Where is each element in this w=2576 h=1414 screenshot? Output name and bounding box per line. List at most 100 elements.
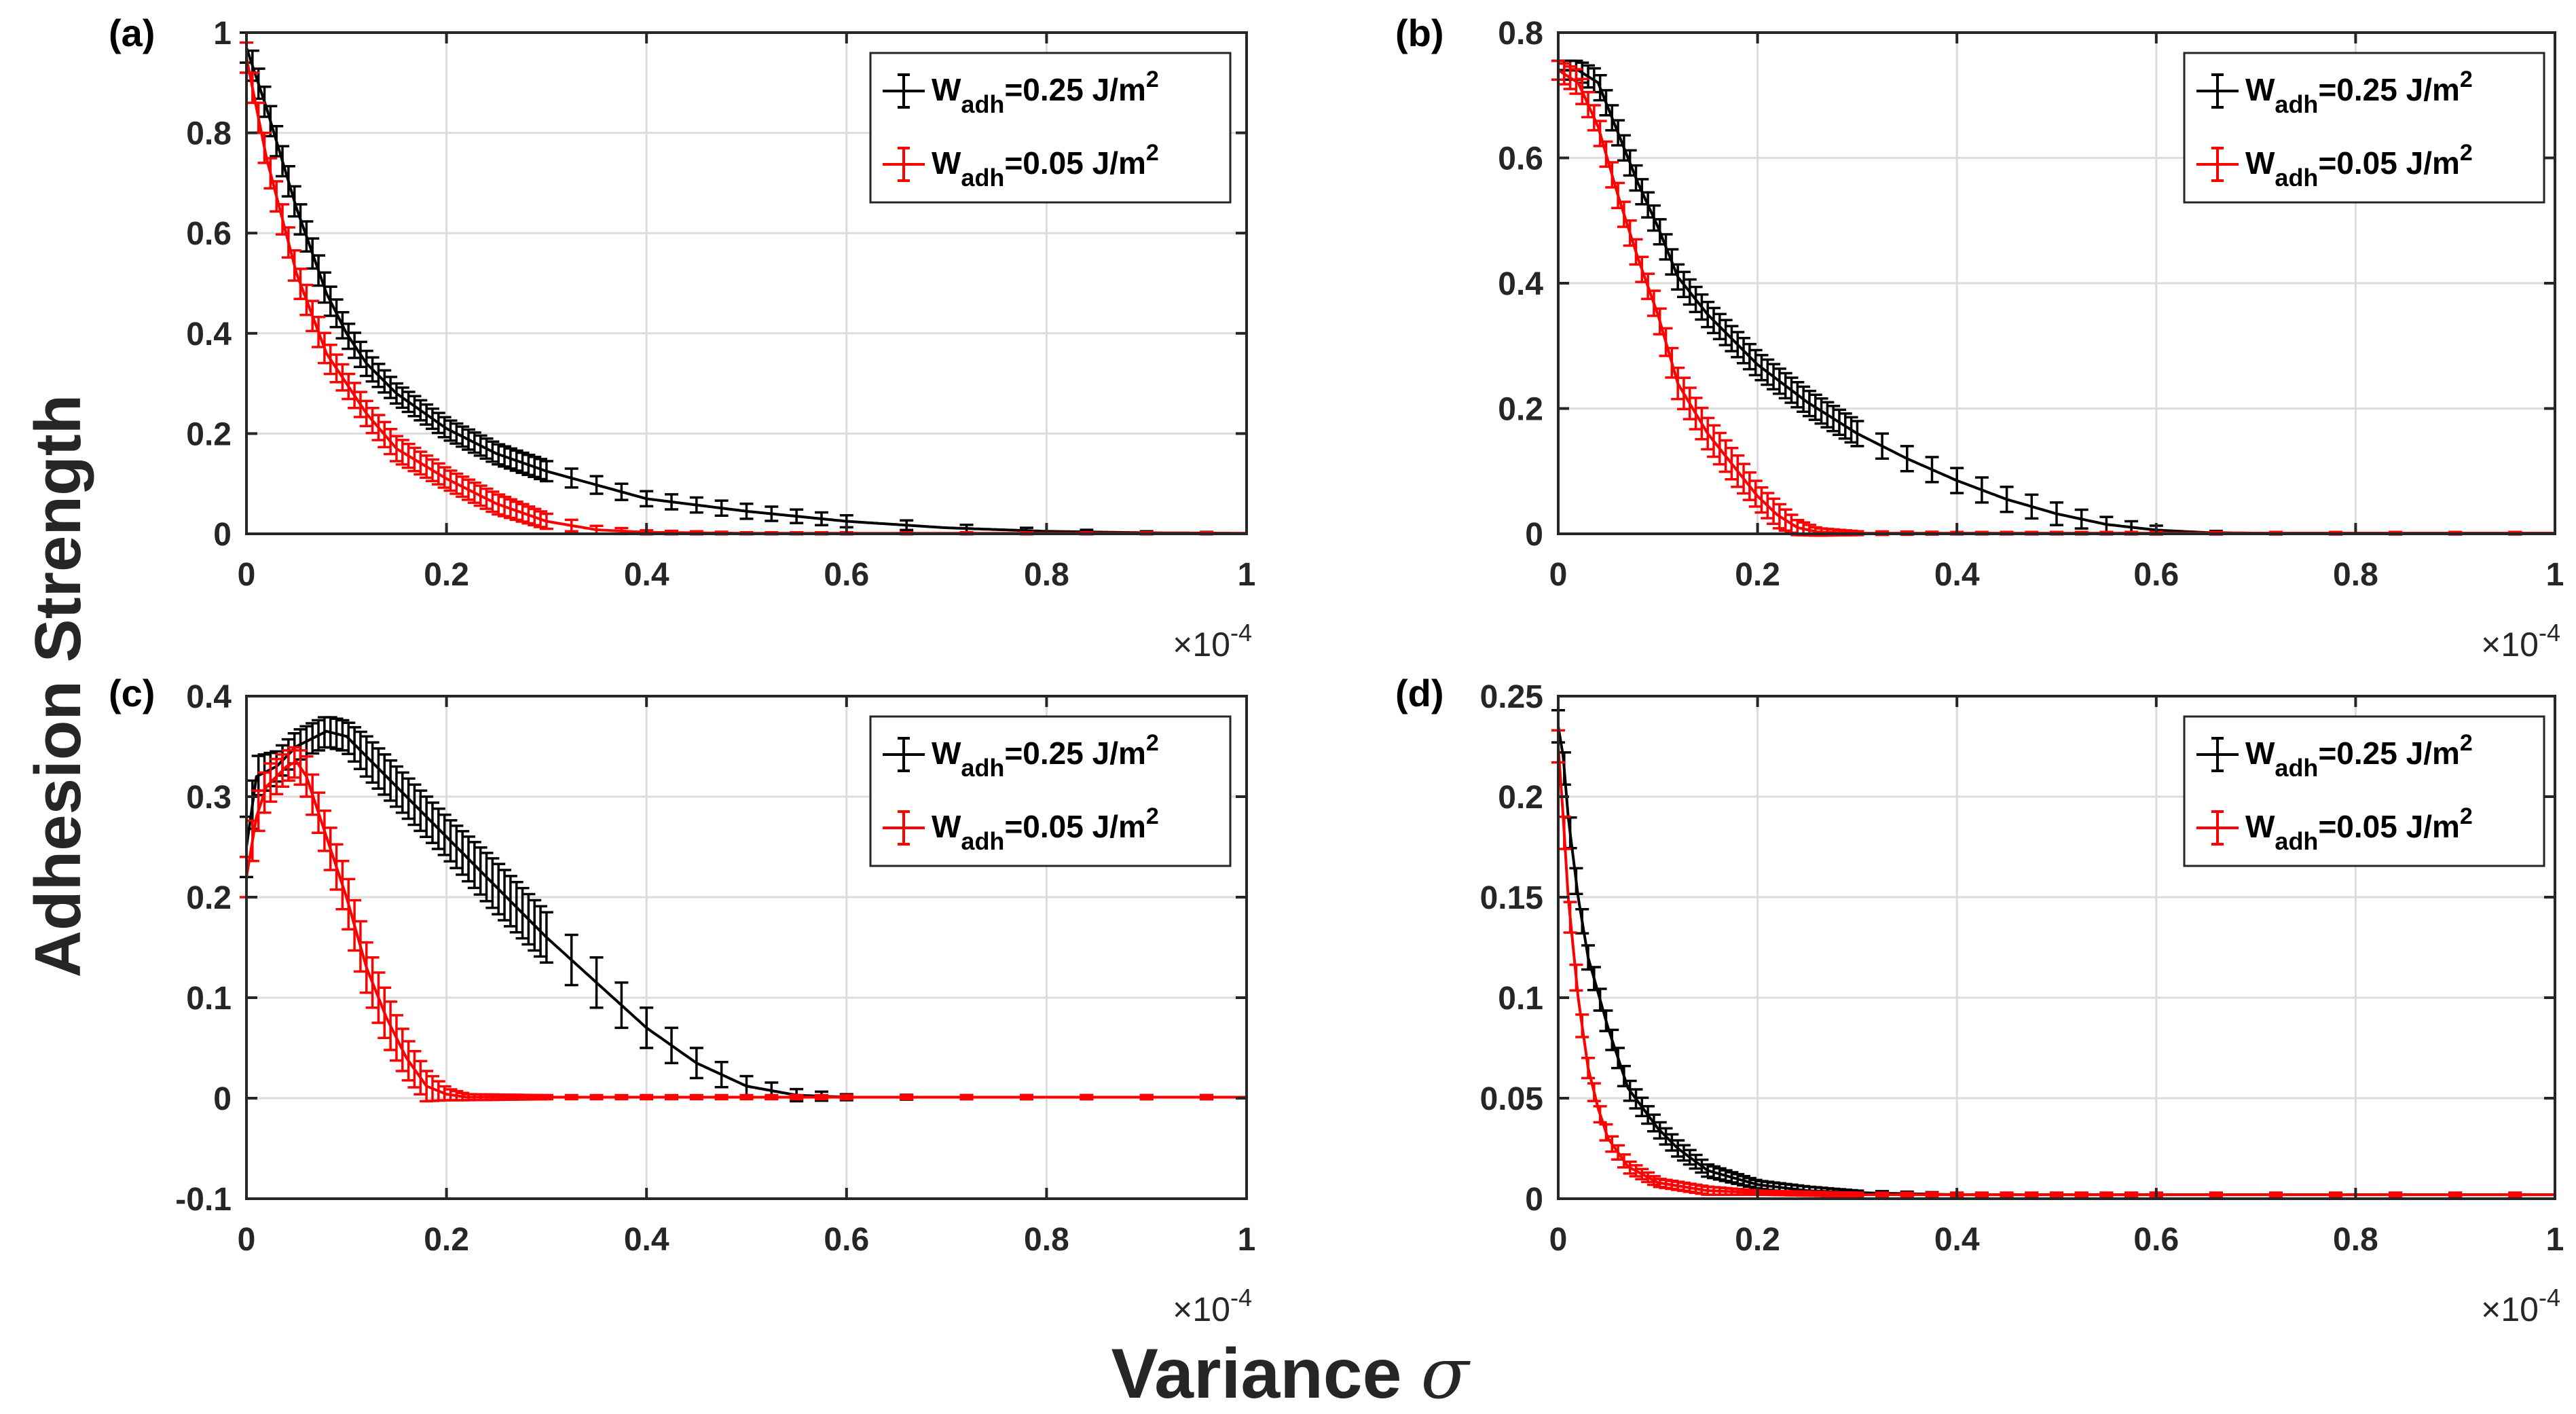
error-bar [1605,104,1619,132]
error-bar [839,1093,853,1101]
legend-label: Wadh=0.05 J/m2 [2245,803,2473,855]
x-tick-label: 0.2 [1735,557,1780,593]
legend-item: Wadh=0.05 J/m2 [883,803,1159,855]
error-bar [276,145,290,178]
y-tick-label: 0 [1525,517,1543,553]
error-bar [1587,1082,1601,1102]
error-bar [348,331,362,359]
error-bar [790,1093,804,1101]
error-bar [1731,454,1745,488]
legend-label-main: W [2245,809,2275,844]
y-tick-label: 0.05 [1480,1081,1543,1117]
legend-label-rest: =0.05 J/m [1004,145,1145,181]
error-bar [1754,486,1769,514]
y-tick-label: 0.3 [186,780,232,816]
error-bar [378,369,392,394]
error-bar [371,971,386,1024]
x-tick-label: 0.2 [1735,1222,1780,1258]
y-tick-label: 0.15 [1480,880,1543,916]
error-bar [509,449,523,472]
error-bar [1080,1093,1094,1101]
error-bar [515,886,530,940]
error-bar [539,911,553,964]
y-tick-label: 1 [213,16,232,52]
error-bar [353,340,367,368]
legend-item: Wadh=0.25 J/m2 [2196,730,2473,782]
error-bar [2508,1191,2522,1198]
error-bar [1611,1047,1625,1070]
y-tick-label: 0.8 [186,116,232,152]
error-bar [1682,278,1697,306]
x-exponent-base: ×10 [2481,626,2539,664]
x-tick-label: 0.6 [824,1222,869,1258]
error-bar [306,773,320,816]
error-bar [1617,1064,1631,1087]
error-bar [1646,204,1661,232]
x-tick-label: 0.2 [424,557,469,593]
legend: Wadh=0.25 J/m2 Wadh=0.05 J/m2 [2183,715,2545,867]
error-bar [1599,1123,1613,1142]
error-bar [1974,476,1989,504]
error-bar [1725,446,1739,481]
error-bar [335,311,350,340]
error-bar [1557,815,1571,850]
error-bar [413,1059,428,1095]
error-bar [640,490,654,508]
error-bar [2209,1191,2223,1198]
legend-box [869,52,1232,204]
error-bar [443,819,458,863]
y-tick-label: 0.1 [186,981,232,1017]
error-bar [378,420,392,449]
error-bar [1641,272,1655,300]
panel-c: 0 0.2 0.4 0.6 0.8 1-0.100.10.20.30.4×10-4(c)W… [109,672,1255,1328]
error-bar [384,1000,398,1051]
legend-label: Wadh=0.25 J/m2 [932,730,1159,782]
error-bar [1761,492,1775,520]
legend-box [869,715,1232,867]
error-bar [1611,1144,1625,1161]
error-bar [287,249,301,282]
legend-label-sup: 2 [2460,140,2473,166]
panel-label: (d) [1395,672,1444,714]
x-tick-label: 0.8 [1024,557,1069,593]
x-tick-label: 1 [2546,557,2564,593]
error-bar [1950,467,1964,494]
error-bar [1623,149,1637,177]
legend-label: Wadh=0.25 J/m2 [2245,67,2473,118]
error-bar [1689,1153,1703,1170]
legend-label-main: W [932,72,961,107]
y-tick-label: 0.6 [186,216,232,252]
error-bar [564,518,578,533]
error-bar [1701,416,1715,451]
error-bar [2329,1191,2343,1198]
x-exponent-label: ×10-4 [1173,619,1252,664]
error-bar [589,1093,604,1101]
error-bar [1778,508,1792,532]
x-tick-label: 0.8 [1024,1222,1069,1258]
legend-label-main: W [932,736,961,771]
x-exponent-power: -4 [2539,1284,2560,1311]
error-bar [1200,1093,1214,1101]
error-bar [2000,486,2014,513]
panel-label: (a) [109,12,155,54]
error-bar [449,824,464,869]
error-bar [1653,307,1667,336]
error-bar [498,869,512,922]
error-bar [1695,406,1709,441]
error-bar [353,391,367,418]
error-bar [1569,963,1583,992]
x-exponent-power: -4 [1230,619,1252,647]
error-bar [462,835,476,883]
error-bar [1767,497,1781,525]
y-tick-label: 0.2 [1498,780,1543,816]
error-bar [1718,439,1733,473]
error-bar [1593,73,1607,102]
error-bar [323,344,337,376]
x-tick-label: 0 [238,557,256,593]
error-bar [1617,134,1631,162]
x-exponent-base: ×10 [1173,626,1230,664]
error-bar [1682,1148,1697,1166]
error-bar [276,203,290,236]
error-bar [348,382,362,410]
error-bar [306,237,320,270]
